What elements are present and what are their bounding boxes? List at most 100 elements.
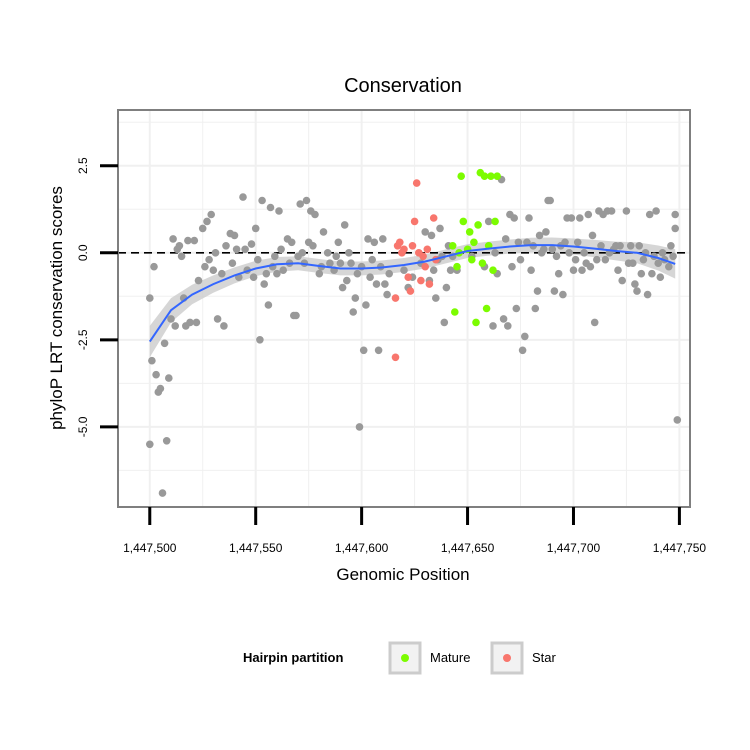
point-mature: [491, 217, 499, 226]
point-other: [338, 283, 347, 292]
point-star: [425, 280, 434, 288]
x-tick-label: 1,447,600: [335, 541, 389, 555]
points-layer: [146, 168, 682, 497]
point-other: [319, 228, 328, 236]
point-other: [525, 214, 533, 222]
point-other: [527, 266, 535, 275]
point-other: [590, 318, 599, 327]
point-other: [533, 287, 542, 295]
point-other: [546, 196, 554, 205]
point-other: [432, 294, 440, 302]
point-other: [296, 200, 305, 208]
point-star: [404, 273, 413, 282]
point-other: [618, 276, 626, 285]
point-other: [353, 269, 362, 278]
point-other: [355, 423, 364, 431]
point-other: [626, 242, 635, 250]
point-other: [601, 255, 610, 264]
point-mature: [457, 172, 466, 180]
point-star: [429, 214, 438, 222]
point-other: [177, 252, 186, 261]
point-other: [150, 262, 158, 271]
point-other: [266, 203, 275, 212]
x-axis-title: Genomic Position: [336, 565, 469, 584]
point-other: [510, 214, 518, 222]
point-other: [309, 242, 317, 250]
point-mature: [474, 221, 482, 229]
point-other: [205, 255, 213, 264]
point-other: [311, 210, 319, 219]
point-other: [160, 339, 169, 348]
point-other: [531, 304, 540, 313]
y-tick-label: -5.0: [76, 416, 90, 437]
point-other: [637, 269, 646, 278]
point-other: [521, 332, 529, 341]
point-other: [359, 346, 368, 355]
point-star: [408, 242, 417, 250]
chart-title: Conservation: [344, 75, 462, 97]
point-other: [249, 273, 258, 282]
point-other: [190, 236, 199, 245]
point-other: [385, 269, 394, 278]
point-other: [345, 249, 353, 257]
point-other: [586, 262, 595, 271]
point-other: [203, 217, 211, 226]
point-other: [400, 266, 408, 275]
point-other: [207, 210, 215, 219]
point-other: [379, 235, 387, 243]
point-mature: [465, 228, 474, 236]
point-other: [421, 228, 430, 236]
point-other: [148, 356, 156, 365]
point-other: [484, 217, 493, 226]
point-other: [292, 311, 300, 320]
x-tick-label: 1,447,700: [547, 541, 601, 555]
point-other: [287, 238, 296, 247]
x-tick-label: 1,447,650: [441, 541, 495, 555]
point-other: [673, 416, 682, 424]
point-other: [368, 255, 377, 264]
point-other: [669, 252, 677, 261]
point-other: [504, 322, 512, 330]
point-other: [192, 318, 201, 327]
point-other: [548, 245, 557, 254]
point-other: [440, 318, 449, 327]
point-other: [616, 242, 624, 250]
point-other: [639, 255, 648, 264]
point-other: [656, 273, 665, 282]
legend-label-star: Star: [532, 650, 557, 665]
x-tick-label: 1,447,550: [229, 541, 283, 555]
point-other: [323, 249, 332, 257]
point-other: [351, 294, 360, 302]
point-other: [211, 249, 220, 257]
point-other: [275, 207, 283, 215]
point-star: [396, 238, 404, 247]
point-other: [251, 224, 260, 233]
point-other: [370, 238, 379, 247]
x-axis: 1,447,500 1,447,550 1,447,600 1,447,650 1,44…: [123, 507, 706, 555]
point-other: [633, 287, 641, 295]
point-other: [213, 315, 222, 323]
point-other: [607, 207, 616, 215]
x-tick-label: 1,447,750: [653, 541, 707, 555]
point-star: [421, 262, 430, 271]
point-mature: [480, 172, 489, 180]
point-other: [156, 384, 165, 393]
point-mature: [453, 262, 461, 271]
point-other: [552, 252, 561, 261]
point-other: [279, 266, 288, 275]
point-other: [383, 290, 391, 299]
point-other: [162, 437, 171, 445]
point-mature: [489, 266, 497, 275]
point-other: [239, 193, 247, 201]
point-other: [635, 242, 643, 250]
point-mature: [487, 172, 495, 180]
point-other: [158, 489, 167, 497]
point-other: [559, 290, 567, 299]
point-other: [326, 259, 334, 268]
point-other: [260, 280, 269, 288]
point-other: [561, 238, 569, 247]
point-mature: [448, 242, 457, 250]
point-other: [343, 276, 351, 285]
point-other: [230, 231, 239, 240]
